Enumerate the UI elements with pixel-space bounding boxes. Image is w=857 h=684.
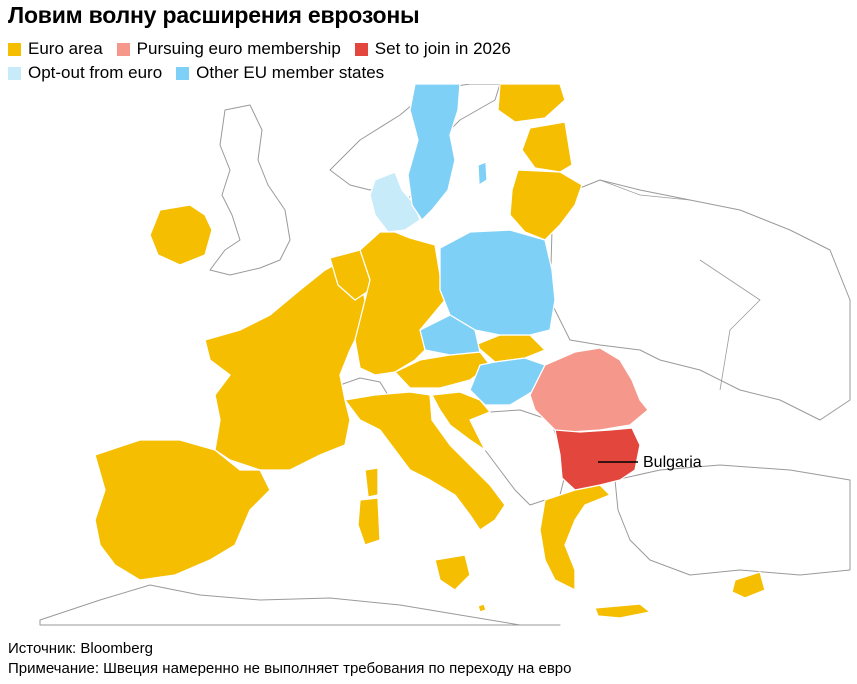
region-croatia-slovenia: [431, 391, 491, 451]
border-line-1: [599, 179, 691, 201]
legend-swatch-set-to-join: [354, 42, 368, 56]
region-sweden: [407, 84, 461, 221]
region-ireland: [149, 204, 213, 266]
europe-map: Bulgaria: [39, 84, 851, 626]
region-malta: [477, 603, 487, 613]
legend-row-1: Euro area Pursuing euro membership Set t…: [8, 37, 848, 61]
region-greece: [539, 484, 611, 591]
region-germany: [354, 231, 446, 376]
region-denmark: [369, 171, 421, 233]
region-slovakia: [474, 334, 546, 363]
region-uk: [209, 104, 291, 276]
region-bulgaria: [554, 427, 641, 491]
region-gotland: [477, 161, 488, 186]
region-cyprus: [731, 571, 766, 599]
page-title: Ловим волну расширения еврозоны: [8, 2, 420, 28]
region-spain-portugal: [94, 439, 271, 581]
region-czechia: [419, 314, 481, 356]
other-eu-group: [407, 84, 556, 406]
legend-swatch-pursuing: [116, 42, 130, 56]
legend-label-euro-area: Euro area: [28, 39, 103, 58]
legend-item-other-eu: Other EU member states: [176, 63, 384, 83]
legend-label-set-to-join: Set to join in 2026: [374, 39, 511, 58]
footer-note: Примечание: Швеция намеренно не выполняе…: [8, 660, 572, 677]
region-sardinia: [357, 497, 381, 546]
legend: Euro area Pursuing euro membership Set t…: [8, 37, 848, 85]
region-finland-south: [521, 121, 573, 173]
region-italy: [344, 391, 506, 531]
region-turkey: [614, 464, 851, 576]
region-north-africa: [39, 584, 561, 626]
region-romania: [529, 347, 649, 433]
region-baltics: [509, 169, 583, 241]
legend-swatch-opt-out: [8, 66, 21, 80]
legend-label-pursuing: Pursuing euro membership: [136, 39, 341, 58]
region-france: [204, 261, 366, 471]
region-sicily: [434, 554, 471, 591]
legend-item-opt-out: Opt-out from euro: [8, 63, 162, 83]
bulgaria-callout-label: Bulgaria: [643, 454, 702, 471]
legend-swatch-other-eu: [176, 66, 190, 80]
region-finland: [497, 84, 566, 123]
border-line-2: [699, 259, 761, 391]
legend-label-other-eu: Other EU member states: [196, 63, 385, 82]
region-eastern-europe: [549, 179, 851, 421]
legend-item-set-to-join: Set to join in 2026: [354, 39, 511, 59]
region-crete: [594, 603, 651, 619]
legend-item-pursuing: Pursuing euro membership: [116, 39, 341, 59]
legend-label-opt-out: Opt-out from euro: [28, 63, 163, 82]
legend-item-euro-area: Euro area: [8, 39, 103, 59]
euro-area-group: [94, 84, 766, 619]
legend-row-2: Opt-out from euro Other EU member states: [8, 61, 848, 85]
footer-source: Источник: Bloomberg: [8, 640, 153, 657]
legend-swatch-euro-area: [8, 42, 21, 56]
region-corsica: [364, 467, 379, 498]
